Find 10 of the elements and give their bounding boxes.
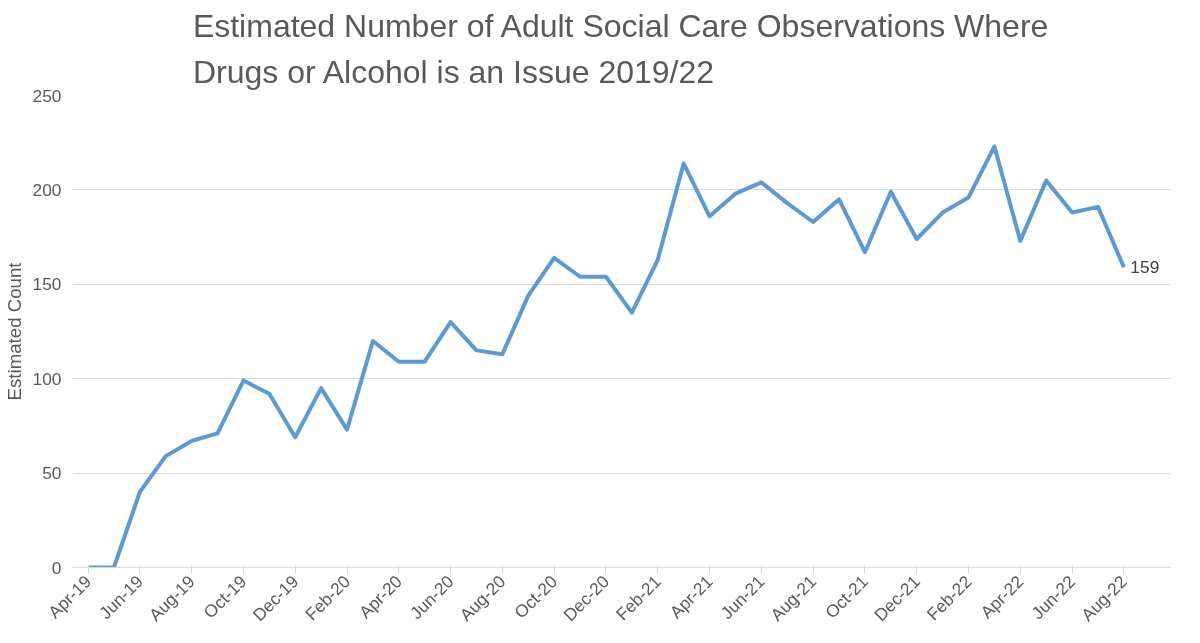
y-tick-label: 250 — [32, 85, 62, 106]
y-tick-label: 200 — [32, 179, 62, 200]
y-tick-label: 0 — [51, 557, 62, 578]
chart-title: Estimated Number of Adult Social Care Observations Where Drugs or Alcohol is an Issue 2019/22 — [192, 7, 1049, 91]
y-axis-title: Estimated Count — [3, 261, 25, 401]
line-series — [86, 144, 1126, 568]
y-tick-label: 150 — [32, 274, 62, 295]
y-tick-label: 100 — [32, 368, 62, 389]
y-tick-label: 50 — [42, 463, 62, 484]
data-label: 159 — [1130, 257, 1160, 278]
